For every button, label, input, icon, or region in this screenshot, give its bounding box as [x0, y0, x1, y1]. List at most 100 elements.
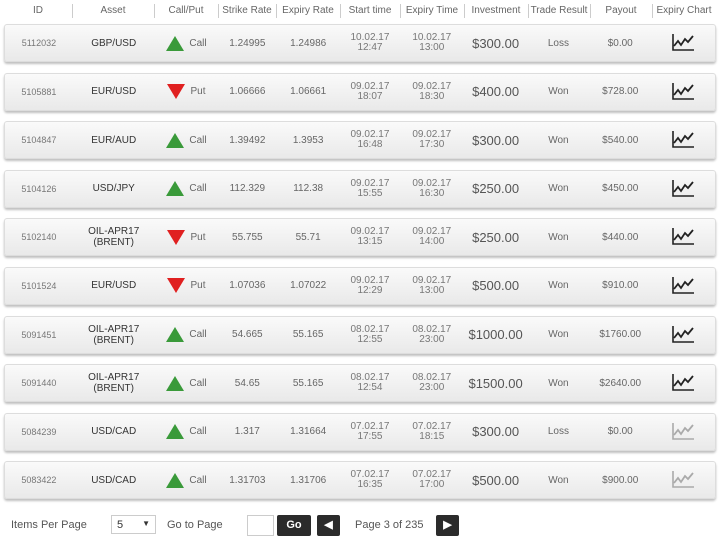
expiry-chart-button[interactable]: [651, 179, 715, 199]
line-chart-icon: [672, 82, 695, 100]
expiry-time: 08.02.17 23:00: [400, 324, 464, 345]
column-header[interactable]: Expiry Chart: [652, 0, 716, 22]
start-time: 07.02.17 17:55: [340, 420, 400, 442]
expiry-chart-button[interactable]: [651, 276, 715, 296]
start-clock: 12:47: [357, 42, 383, 53]
start-time: 09.02.17 16:48: [340, 130, 400, 150]
strike-rate: 54.65: [234, 377, 260, 389]
start-clock: 18:07: [357, 90, 383, 102]
column-header[interactable]: Trade Result: [528, 0, 590, 22]
expiry-chart-button[interactable]: [651, 82, 715, 102]
expiry-clock: 23:00: [419, 333, 445, 345]
table-row[interactable]: 5104126 USD/JPY Call 112.329 112.38 09.0…: [4, 169, 716, 208]
asset: OIL-APR17 (BRENT): [88, 323, 140, 346]
asset: EUR/USD: [91, 280, 137, 292]
trade-result: Loss: [547, 37, 569, 49]
payout: $0.00: [607, 37, 633, 49]
expiry-rate: 1.31664: [290, 426, 327, 438]
expiry-chart-button[interactable]: [651, 470, 715, 490]
table-row[interactable]: 5104847 EUR/AUD Call 1.39492 1.3953 09.0…: [4, 121, 716, 160]
trade-result: Won: [548, 134, 569, 146]
table-row[interactable]: 5105881 EUR/USD Put 1.06666 1.06661 09.0…: [4, 72, 716, 111]
column-header[interactable]: ID: [33, 5, 43, 16]
column-header[interactable]: Payout: [590, 0, 652, 22]
next-page-button[interactable]: ▶: [436, 515, 459, 536]
column-header[interactable]: Start time: [340, 0, 400, 22]
arrow-up-icon: [166, 181, 185, 197]
prev-page-button[interactable]: ◀: [317, 515, 340, 536]
asset: GBP/USD: [91, 37, 137, 49]
column-header[interactable]: Call/Put: [154, 0, 218, 22]
start-clock: 12:54: [357, 382, 383, 394]
direction-label: Call: [189, 183, 207, 195]
expiry-time: 07.02.17 18:15: [400, 420, 464, 442]
start-time: 09.02.17 13:15: [340, 227, 400, 247]
arrow-up-icon: [166, 472, 185, 488]
items-per-page-label: Items Per Page: [11, 519, 87, 531]
expiry-date: 07.02.17: [412, 420, 452, 432]
direction-label: Put: [190, 231, 206, 243]
investment: $300.00: [472, 424, 520, 440]
expiry-chart-button[interactable]: [651, 33, 715, 53]
arrow-down-icon: [167, 229, 186, 245]
table-row[interactable]: 5112032 GBP/USD Call 1.24995 1.24986 10.…: [4, 24, 716, 62]
trade-id: 5104126: [21, 183, 57, 194]
expiry-clock: 17:00: [419, 479, 445, 491]
expiry-rate: 1.3953: [292, 134, 324, 146]
direction: Put: [155, 278, 219, 294]
trade-id: 5102140: [21, 232, 57, 243]
expiry-clock: 16:30: [419, 187, 445, 199]
table-row[interactable]: 5084239 USD/CAD Call 1.317 1.31664 07.02…: [4, 412, 716, 451]
start-date: 07.02.17: [350, 420, 390, 432]
items-per-page-select[interactable]: 5 ▼: [111, 515, 156, 534]
trade-id: 5083422: [21, 475, 57, 486]
expiry-chart-button[interactable]: [651, 373, 715, 393]
column-header[interactable]: Expiry Time: [400, 0, 464, 22]
chevron-right-icon: ▶: [443, 519, 452, 531]
expiry-rate: 1.07022: [290, 280, 327, 292]
expiry-date: 07.02.17: [412, 469, 452, 481]
table-row[interactable]: 5091440 OIL-APR17 (BRENT) Call 54.65 55.…: [4, 364, 716, 403]
table-header: ID Asset Call/Put Strike Rate Expiry Rate Sta…: [4, 0, 716, 22]
expiry-chart-button[interactable]: [651, 227, 715, 247]
pagination: Items Per Page 5 ▼ Go to Page Go ◀ Page 3…: [0, 513, 720, 537]
column-header[interactable]: Strike Rate: [218, 0, 276, 22]
start-time: 08.02.17 12:54: [340, 373, 400, 393]
column-header[interactable]: Investment: [464, 0, 528, 22]
direction: Call: [155, 472, 219, 488]
line-chart-icon: [672, 325, 695, 343]
expiry-date: 08.02.17: [412, 372, 452, 384]
expiry-chart-button[interactable]: [651, 130, 715, 150]
direction: Put: [155, 229, 219, 245]
payout: $2640.00: [599, 377, 642, 389]
table-row[interactable]: 5091451 OIL-APR17 (BRENT) Call 54.665 55…: [4, 315, 716, 354]
chevron-left-icon: ◀: [324, 519, 333, 531]
page-indicator: Page 3 of 235: [355, 519, 424, 531]
trade-result: Won: [548, 183, 569, 195]
arrow-down-icon: [167, 84, 186, 100]
line-chart-icon: [672, 276, 695, 294]
table-row[interactable]: 5102140 OIL-APR17 (BRENT) Put 55.755 55.…: [4, 218, 716, 257]
table-row[interactable]: 5101524 EUR/USD Put 1.07036 1.07022 09.0…: [4, 266, 716, 305]
trade-id: 5104847: [21, 135, 57, 146]
column-header[interactable]: Asset: [72, 0, 154, 22]
investment: $250.00: [472, 181, 520, 197]
expiry-chart-button[interactable]: [651, 422, 715, 442]
column-header[interactable]: Expiry Rate: [276, 0, 340, 22]
direction-label: Call: [189, 426, 207, 438]
table-row[interactable]: 5083422 USD/CAD Call 1.31703 1.31706 07.…: [4, 461, 716, 500]
start-date: 09.02.17: [350, 177, 390, 189]
strike-rate: 54.665: [232, 329, 263, 341]
start-clock: 16:48: [357, 139, 383, 151]
start-clock: 13:15: [357, 236, 383, 248]
direction-label: Call: [189, 329, 207, 341]
expiry-time: 08.02.17 23:00: [400, 373, 464, 393]
expiry-time: 09.02.17 18:30: [400, 81, 464, 102]
go-to-page-input[interactable]: [247, 515, 274, 536]
start-time: 07.02.17 16:35: [340, 470, 400, 490]
payout: $440.00: [602, 231, 639, 243]
trade-result: Won: [548, 86, 569, 98]
go-button[interactable]: Go: [277, 515, 311, 536]
expiry-chart-button[interactable]: [651, 325, 715, 345]
strike-rate: 1.07036: [229, 280, 266, 292]
